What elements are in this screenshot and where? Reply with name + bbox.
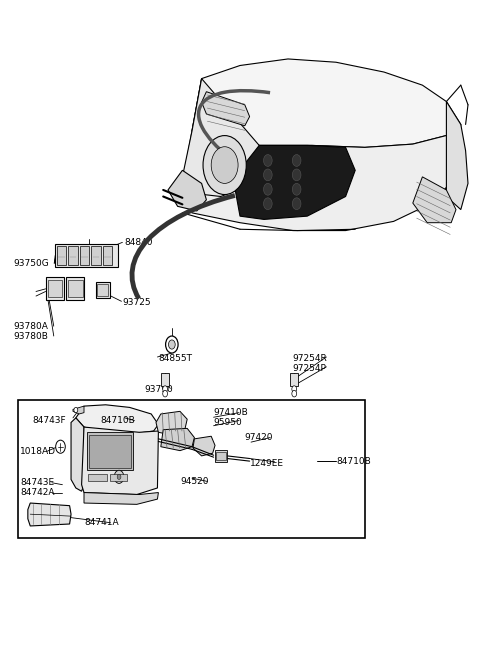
Polygon shape [82, 427, 158, 495]
Text: 84840: 84840 [125, 238, 153, 247]
Text: 84855T: 84855T [158, 354, 192, 363]
Polygon shape [161, 428, 194, 451]
Text: 93790: 93790 [144, 385, 173, 394]
Circle shape [264, 169, 272, 181]
Text: 93725: 93725 [122, 298, 151, 307]
Circle shape [56, 440, 65, 453]
Text: 84743E: 84743E [20, 478, 54, 487]
Bar [80, 246, 89, 265]
Bar [91, 246, 101, 265]
Text: 84710B: 84710B [336, 457, 371, 466]
Bar [66, 277, 84, 300]
Bar [57, 246, 66, 265]
Bar [110, 474, 127, 481]
Polygon shape [71, 418, 84, 491]
Polygon shape [156, 411, 187, 436]
Text: 84742A: 84742A [20, 488, 55, 497]
Bar [68, 280, 83, 297]
Bar [161, 373, 169, 386]
Polygon shape [235, 145, 355, 219]
Polygon shape [192, 59, 461, 147]
Circle shape [292, 198, 301, 210]
Circle shape [292, 390, 297, 397]
Text: 93750G: 93750G [13, 259, 49, 268]
Circle shape [203, 136, 246, 195]
Bar [68, 246, 78, 265]
Polygon shape [73, 406, 84, 414]
Polygon shape [76, 405, 158, 434]
Text: 93780B: 93780B [13, 331, 48, 341]
Circle shape [264, 155, 272, 166]
Polygon shape [168, 170, 206, 211]
Polygon shape [446, 102, 468, 210]
Circle shape [74, 407, 78, 413]
Text: 97254P: 97254P [293, 364, 327, 373]
Text: 1249EE: 1249EE [250, 458, 284, 468]
Text: 95950: 95950 [214, 418, 242, 427]
Bar [55, 244, 118, 267]
Bar [290, 373, 298, 386]
Bar [46, 277, 64, 300]
Circle shape [168, 340, 175, 349]
Bar [216, 452, 226, 460]
Text: 97410B: 97410B [214, 408, 248, 417]
Text: 84743F: 84743F [33, 416, 66, 425]
Text: 84710B: 84710B [101, 416, 135, 425]
Circle shape [166, 336, 178, 353]
Circle shape [264, 198, 272, 210]
Polygon shape [84, 493, 158, 504]
Bar [96, 282, 110, 298]
Text: 1018AD: 1018AD [20, 447, 56, 457]
Circle shape [292, 386, 297, 392]
Bar [48, 280, 62, 297]
Circle shape [163, 390, 168, 397]
Text: 93780A: 93780A [13, 322, 48, 331]
Bar [89, 435, 131, 468]
Polygon shape [413, 177, 456, 223]
Circle shape [292, 183, 301, 195]
Circle shape [163, 386, 168, 392]
Bar [18, 400, 365, 538]
Polygon shape [193, 436, 215, 456]
Text: 94520: 94520 [180, 477, 208, 486]
Text: 97254R: 97254R [293, 354, 327, 363]
Polygon shape [28, 503, 71, 526]
Circle shape [114, 470, 124, 483]
Bar [88, 474, 107, 481]
Bar [215, 450, 227, 462]
Bar [97, 284, 108, 296]
Circle shape [292, 155, 301, 166]
Circle shape [292, 169, 301, 181]
Text: 97420: 97420 [245, 433, 273, 442]
Polygon shape [202, 92, 250, 126]
Circle shape [117, 474, 121, 479]
Circle shape [211, 147, 238, 183]
Bar [87, 432, 133, 470]
Circle shape [264, 183, 272, 195]
Text: 84741A: 84741A [84, 518, 119, 527]
Bar [103, 246, 112, 265]
Polygon shape [182, 79, 461, 231]
Polygon shape [182, 79, 264, 196]
